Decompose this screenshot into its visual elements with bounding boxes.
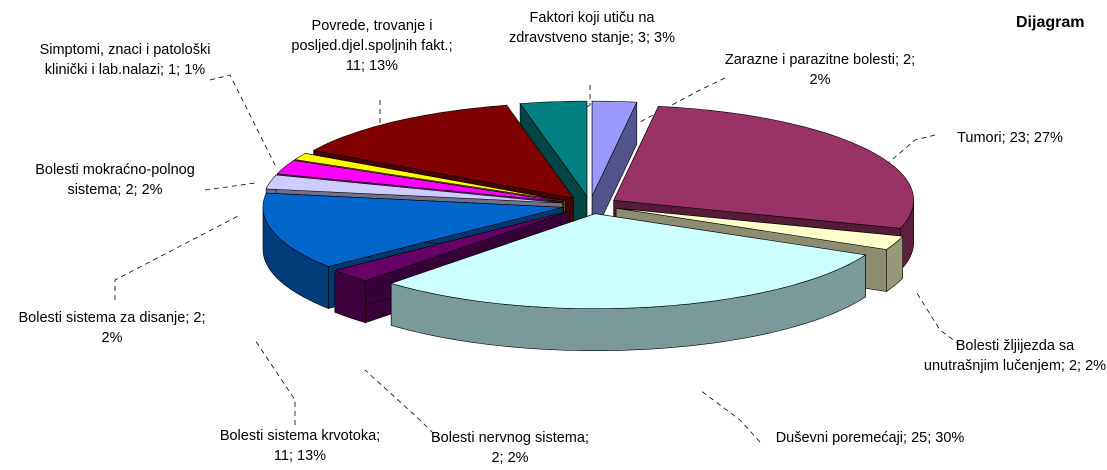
data-label: Duševni poremećaji; 25; 30%	[775, 430, 965, 446]
leader-line	[209, 74, 276, 166]
leader-line	[254, 339, 296, 425]
data-label: Tumori; 23; 27%	[957, 130, 1063, 146]
leader-line	[364, 369, 441, 441]
chart-title: Dijagram	[1016, 14, 1085, 31]
leader-line	[879, 134, 936, 171]
slice	[390, 213, 867, 310]
slice	[333, 210, 570, 282]
slice	[294, 153, 566, 202]
leader-line	[699, 389, 761, 443]
slice	[265, 174, 563, 204]
data-label: Zarazne i parazitne bolesti; 2; 2%	[724, 52, 916, 88]
data-label: Povrede, trovanje i posljed.djel.spoljni…	[291, 18, 453, 74]
slice	[616, 207, 904, 250]
slice	[519, 100, 588, 198]
data-label: Bolesti sistema krvotoka; 11; 13%	[219, 428, 381, 464]
leader-line	[114, 214, 241, 300]
data-label: Bolesti mokraćno-polnog sistema; 2; 2%	[35, 162, 195, 198]
leader-line	[204, 182, 256, 191]
leader-line	[914, 289, 961, 346]
data-label: Faktori koji utiču na zdravstveno stanje…	[508, 10, 676, 46]
leader-line	[624, 77, 726, 131]
data-label: Bolesti žljijezda sa unutrašnjim lučenje…	[923, 338, 1107, 374]
slice	[312, 104, 575, 199]
slice	[276, 160, 564, 203]
data-label: Bolesti sistema za disanje; 2; 2%	[18, 310, 206, 346]
slice	[591, 100, 638, 197]
slice	[613, 105, 915, 229]
slice	[262, 192, 564, 267]
leader-line	[559, 85, 591, 126]
data-label: Simptomi, znaci i patološki klinički i l…	[39, 42, 211, 78]
data-label: Bolesti nervnog sistema; 2; 2%	[431, 430, 589, 466]
